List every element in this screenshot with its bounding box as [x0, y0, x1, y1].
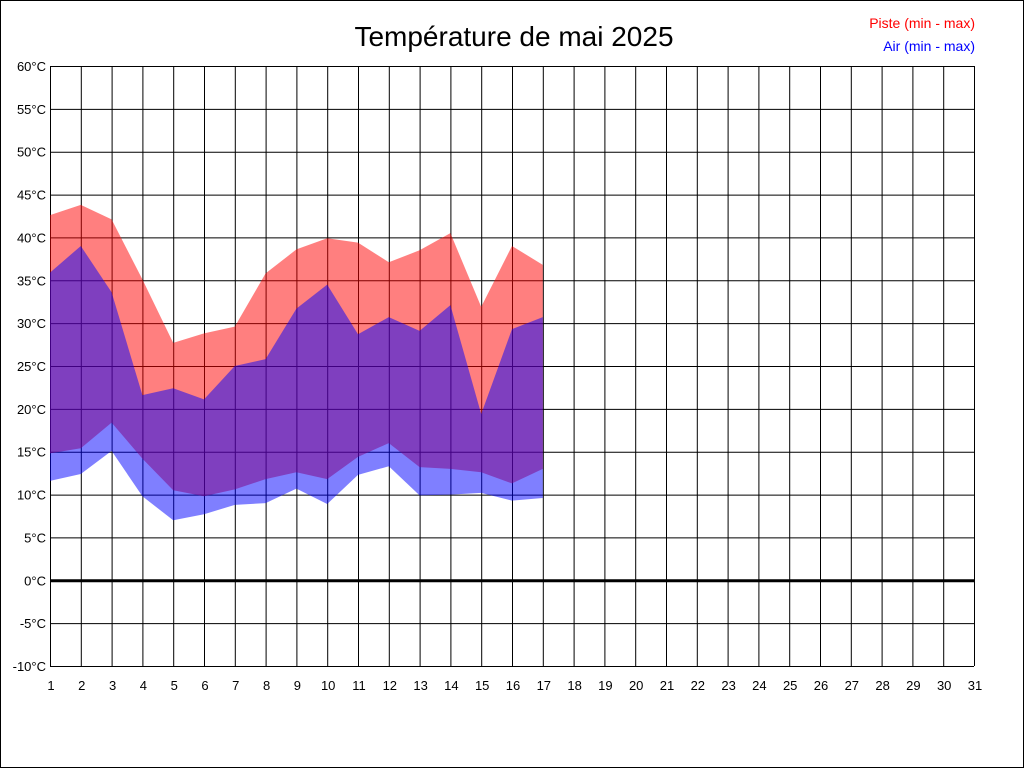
y-tick-label: 15°C: [17, 445, 46, 460]
x-tick-label: 25: [783, 678, 797, 693]
y-tick-label: 20°C: [17, 402, 46, 417]
x-tick-label: 11: [352, 678, 366, 693]
x-tick-label: 29: [906, 678, 920, 693]
x-tick-label: 17: [537, 678, 551, 693]
y-tick-label: 55°C: [17, 102, 46, 117]
area-series-air: [50, 246, 543, 521]
x-tick-label: 2: [78, 678, 85, 693]
y-tick-label: 0°C: [24, 573, 46, 588]
x-tick-label: 28: [875, 678, 889, 693]
x-tick-label: 4: [140, 678, 147, 693]
y-tick-label: 40°C: [17, 230, 46, 245]
y-tick-label: -5°C: [20, 616, 46, 631]
x-tick-label: 9: [294, 678, 301, 693]
y-tick-label: 10°C: [17, 488, 46, 503]
chart-title: Température de mai 2025: [354, 21, 673, 52]
y-tick-label: -10°C: [13, 659, 46, 674]
series-areas: [50, 204, 543, 521]
x-tick-label: 13: [413, 678, 427, 693]
x-tick-label: 31: [968, 678, 982, 693]
x-tick-label: 22: [691, 678, 705, 693]
x-tick-label: 15: [475, 678, 489, 693]
x-tick-label: 30: [937, 678, 951, 693]
x-tick-label: 12: [383, 678, 397, 693]
x-tick-label: 7: [232, 678, 239, 693]
x-tick-label: 20: [629, 678, 643, 693]
x-tick-label: 6: [201, 678, 208, 693]
x-tick-label: 19: [598, 678, 612, 693]
x-tick-label: 26: [814, 678, 828, 693]
x-tick-label: 14: [444, 678, 458, 693]
x-tick-label: 10: [321, 678, 335, 693]
y-tick-label: 35°C: [17, 273, 46, 288]
x-tick-label: 16: [506, 678, 520, 693]
y-tick-label: 5°C: [24, 530, 46, 545]
y-tick-label: 50°C: [17, 145, 46, 160]
x-tick-label: 24: [752, 678, 766, 693]
y-tick-label: 45°C: [17, 188, 46, 203]
x-tick-label: 3: [109, 678, 116, 693]
x-tick-label: 18: [567, 678, 581, 693]
y-tick-label: 25°C: [17, 359, 46, 374]
legend-air: Air (min - max): [883, 38, 975, 54]
x-tick-label: 27: [845, 678, 859, 693]
x-tick-label: 23: [721, 678, 735, 693]
legend-piste: Piste (min - max): [869, 15, 975, 31]
y-tick-label: 30°C: [17, 316, 46, 331]
axes: 1 2 3 4 5 6 7 8 9 10 11 12 13 14 15 16 17 18 19 20 21 22 23 24 2…: [13, 59, 983, 693]
x-tick-label: 1: [47, 678, 54, 693]
x-tick-label: 8: [263, 678, 270, 693]
y-tick-label: 60°C: [17, 59, 46, 74]
x-tick-label: 21: [660, 678, 674, 693]
x-tick-label: 5: [171, 678, 178, 693]
